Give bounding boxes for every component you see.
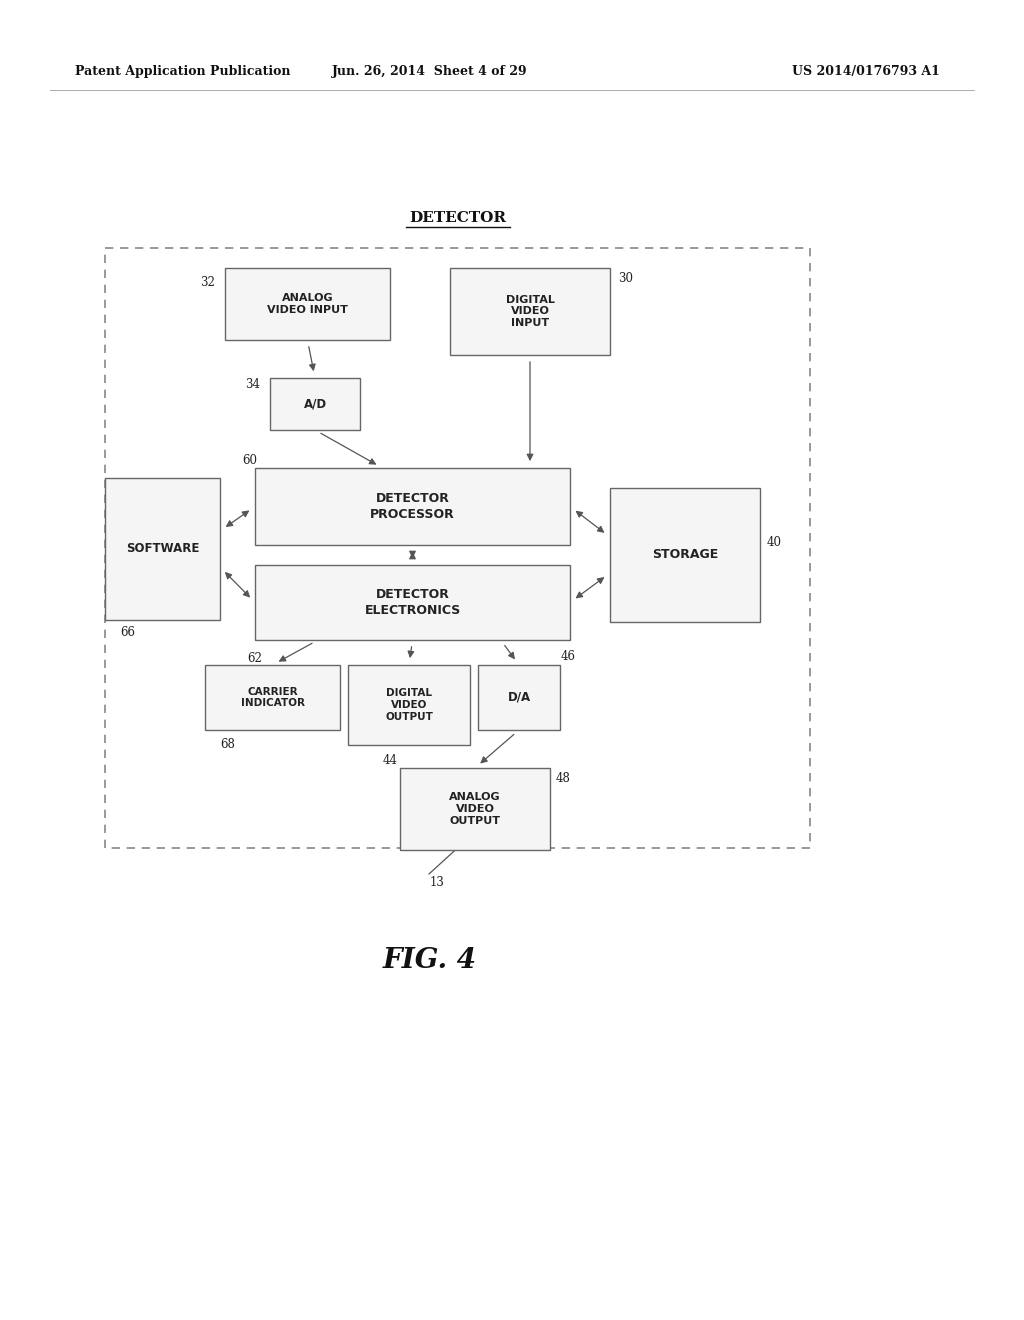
Bar — [255, 565, 570, 640]
Text: ANALOG
VIDEO
OUTPUT: ANALOG VIDEO OUTPUT — [450, 792, 501, 825]
Text: ANALOG
VIDEO INPUT: ANALOG VIDEO INPUT — [267, 293, 348, 314]
Text: US 2014/0176793 A1: US 2014/0176793 A1 — [793, 66, 940, 78]
Text: DETECTOR
ELECTRONICS: DETECTOR ELECTRONICS — [365, 589, 461, 616]
Text: STORAGE: STORAGE — [652, 549, 718, 561]
Text: 13: 13 — [429, 875, 444, 888]
Text: A/D: A/D — [303, 397, 327, 411]
Bar — [225, 268, 390, 341]
Text: D/A: D/A — [508, 690, 530, 704]
Text: 60: 60 — [243, 454, 257, 466]
Text: Patent Application Publication: Patent Application Publication — [75, 66, 291, 78]
Text: CARRIER
INDICATOR: CARRIER INDICATOR — [241, 686, 304, 709]
Bar — [450, 268, 610, 355]
Text: 62: 62 — [248, 652, 262, 664]
Bar — [205, 665, 340, 730]
Text: Jun. 26, 2014  Sheet 4 of 29: Jun. 26, 2014 Sheet 4 of 29 — [332, 66, 527, 78]
Text: 44: 44 — [383, 754, 397, 767]
Bar — [105, 478, 220, 620]
Text: 32: 32 — [201, 276, 215, 289]
Text: DIGITAL
VIDEO
OUTPUT: DIGITAL VIDEO OUTPUT — [385, 689, 433, 722]
Text: 66: 66 — [121, 626, 135, 639]
Text: 30: 30 — [618, 272, 634, 285]
Bar — [478, 665, 560, 730]
Text: 40: 40 — [767, 536, 781, 549]
Text: 34: 34 — [246, 379, 260, 392]
Text: DETECTOR
PROCESSOR: DETECTOR PROCESSOR — [370, 492, 455, 520]
Text: FIG. 4: FIG. 4 — [383, 946, 477, 974]
Text: 46: 46 — [560, 649, 575, 663]
Bar — [105, 248, 810, 847]
Text: DIGITAL
VIDEO
INPUT: DIGITAL VIDEO INPUT — [506, 294, 554, 329]
Bar — [610, 488, 760, 622]
Bar — [400, 768, 550, 850]
Text: 48: 48 — [556, 771, 570, 784]
Text: SOFTWARE: SOFTWARE — [126, 543, 200, 556]
Bar — [348, 665, 470, 744]
Bar — [255, 469, 570, 545]
Text: 68: 68 — [220, 738, 236, 751]
Bar — [270, 378, 360, 430]
Text: DETECTOR: DETECTOR — [409, 211, 506, 224]
